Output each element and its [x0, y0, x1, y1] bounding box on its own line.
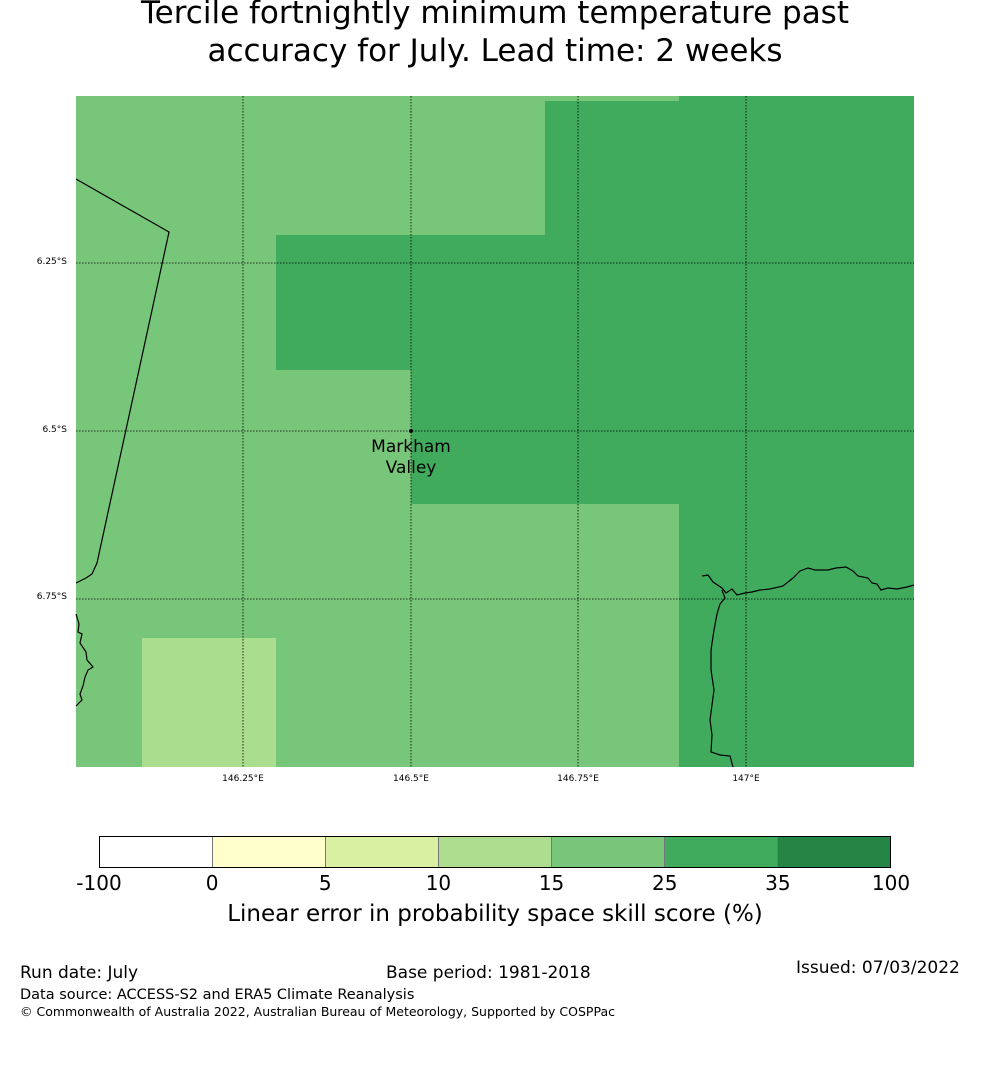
lon-label: 146.75°E: [557, 774, 599, 784]
lat-label: 6.5°S: [42, 425, 67, 435]
run-date: Run date: July: [20, 963, 139, 983]
lat-label: 6.25°S: [36, 257, 67, 267]
location-label-line-1: Markham: [371, 437, 451, 457]
colorbar-segment: [778, 837, 890, 867]
colorbar-tick-label: 15: [538, 871, 565, 895]
map-cell: [545, 101, 679, 504]
data-source: Data source: ACCESS-S2 and ERA5 Climate …: [20, 987, 415, 1003]
colorbar-tick-label: 5: [318, 871, 332, 895]
colorbar-label: Linear error in probability space skill …: [227, 901, 763, 927]
coastlines: [75, 178, 915, 768]
map-cell: [411, 235, 545, 504]
title-line-2: accuracy for July. Lead time: 2 weeks: [207, 33, 783, 69]
colorbar-segment: [326, 837, 439, 867]
lon-label: 146.25°E: [222, 774, 264, 784]
chart-title: Tercile fortnightly minimum temperature …: [0, 0, 990, 70]
colorbar-segment: [665, 837, 778, 867]
coastline-east: [701, 566, 915, 596]
copyright: © Commonwealth of Australia 2022, Austra…: [20, 1004, 615, 1019]
base-period: Base period: 1981-2018: [386, 963, 591, 983]
colorbar-tick-label: 25: [651, 871, 678, 895]
map-cell: [679, 96, 914, 767]
map-cell: [276, 235, 411, 370]
colorbar-segment: [439, 837, 552, 867]
colorbar: [99, 836, 891, 868]
location-marker: [409, 429, 413, 433]
colorbar-segment: [213, 837, 326, 867]
skill-cells: [76, 96, 914, 767]
colorbar-segment: [100, 837, 213, 867]
map-cell: [142, 638, 276, 767]
colorbar-segment: [552, 837, 665, 867]
colorbar-tick-label: 0: [205, 871, 219, 895]
colorbar-tick-label: 10: [425, 871, 452, 895]
border-line: [75, 178, 170, 584]
coastline-west: [75, 613, 94, 707]
lat-label: 6.75°S: [36, 592, 67, 602]
title-line-1: Tercile fortnightly minimum temperature …: [141, 0, 849, 31]
colorbar-tick-label: 35: [765, 871, 791, 895]
lon-label: 146.5°E: [393, 774, 429, 784]
gridlines: [76, 96, 914, 767]
lon-label: 147°E: [732, 774, 760, 784]
location-label-line-2: Valley: [386, 458, 437, 478]
colorbar-tick-label: 100: [871, 871, 911, 895]
skill-map: Markham Valley: [75, 96, 915, 768]
river: [709, 589, 734, 768]
issued-date: Issued: 07/03/2022: [796, 958, 960, 978]
colorbar-tick-label: -100: [76, 871, 122, 895]
